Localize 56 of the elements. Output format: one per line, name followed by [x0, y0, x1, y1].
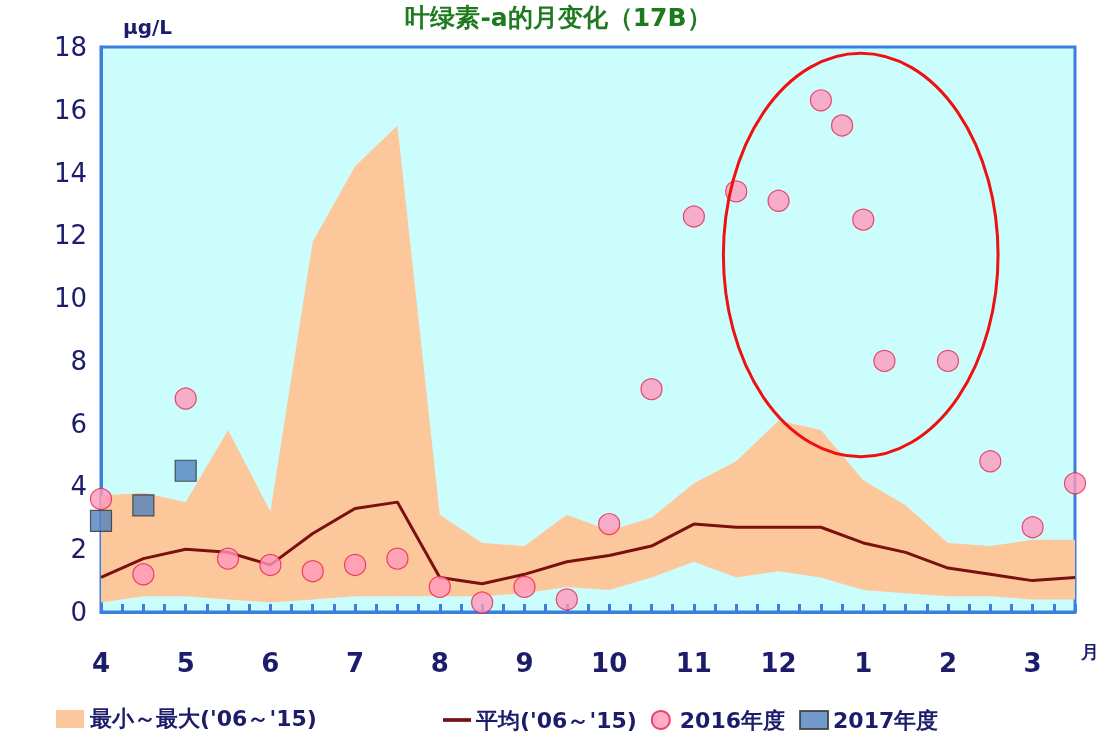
point — [259, 553, 282, 577]
point — [936, 349, 960, 372]
y-tick-label: 2 — [70, 534, 87, 565]
point — [386, 547, 409, 570]
y-tick-label: 18 — [53, 32, 87, 62]
x-tick-label: 9 — [515, 648, 534, 678]
point — [89, 509, 113, 533]
y-tick-label: 4 — [70, 471, 87, 502]
point — [344, 553, 367, 577]
point — [979, 450, 1002, 473]
point — [1063, 472, 1087, 495]
x-tick-label: 10 — [591, 648, 628, 678]
y-tick-label: 14 — [53, 157, 87, 188]
y-tick-label: 10 — [53, 283, 87, 314]
point — [852, 208, 875, 231]
point — [1021, 516, 1044, 539]
point — [831, 114, 854, 137]
x-tick-label: 5 — [176, 648, 195, 678]
point — [767, 189, 790, 212]
legend-label: 2016年度 — [679, 707, 786, 733]
point — [873, 349, 896, 372]
x-tick-label: 1 — [854, 648, 873, 678]
y-tick-label: 8 — [70, 345, 87, 376]
legend-label: 平均('06～'15) — [475, 707, 637, 733]
x-axis-title: 月 — [1080, 640, 1099, 662]
legend-label: 2017年度 — [833, 707, 939, 733]
y-axis-title: μg/L — [123, 15, 173, 39]
point — [428, 575, 451, 598]
x-tick-label: 12 — [760, 648, 797, 678]
y-tick-label: 6 — [70, 408, 87, 439]
x-tick-label: 7 — [346, 648, 365, 678]
point — [471, 591, 494, 614]
y-tick-label: 0 — [70, 597, 87, 627]
point — [809, 89, 833, 112]
point — [598, 513, 621, 536]
x-tick-label: 4 — [91, 648, 111, 678]
point — [682, 205, 705, 228]
x-tick-label: 3 — [1023, 648, 1042, 678]
text: 最小～最大('06～'15) — [90, 705, 317, 733]
point — [640, 378, 663, 401]
chart-title: 叶绿素-a的月变化（17B） — [405, 3, 712, 32]
point — [513, 575, 536, 598]
point — [216, 547, 240, 570]
x-tick-label: 2 — [938, 648, 957, 678]
point — [174, 459, 197, 482]
point — [132, 494, 155, 517]
x-tick-label: 11 — [675, 648, 712, 678]
point — [89, 487, 113, 511]
y-tick-label: 12 — [53, 220, 87, 251]
point — [174, 387, 197, 410]
point — [132, 563, 155, 586]
x-tick-label: 6 — [261, 648, 280, 678]
x-tick-label: 8 — [430, 648, 449, 678]
point — [555, 588, 578, 611]
y-tick-label: 16 — [53, 94, 87, 125]
point — [301, 560, 324, 583]
